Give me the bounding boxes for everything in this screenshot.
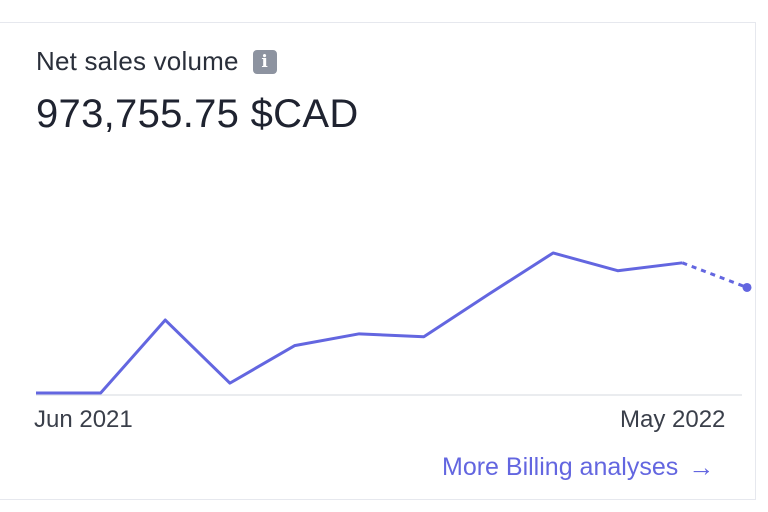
card-title: Net sales volume: [36, 46, 239, 76]
net-sales-card: [0, 22, 756, 500]
net-sales-value: 973,755.75 $CAD: [36, 92, 359, 136]
info-icon[interactable]: i: [252, 49, 277, 74]
series-line-actual: [36, 251, 683, 395]
card-header: Net sales volume i: [36, 46, 277, 77]
x-tick-label-end: May 2022: [620, 406, 726, 433]
chart-plot-area: [36, 251, 752, 395]
data-point-11: [742, 282, 752, 292]
more-billing-analyses-label: More Billing analyses: [442, 453, 679, 481]
arrow-right-icon: →: [688, 452, 715, 482]
x-tick-label-start: Jun 2021: [34, 406, 133, 433]
series-line-projected: [681, 261, 748, 289]
more-billing-analyses-link[interactable]: More Billing analyses →: [442, 452, 714, 483]
